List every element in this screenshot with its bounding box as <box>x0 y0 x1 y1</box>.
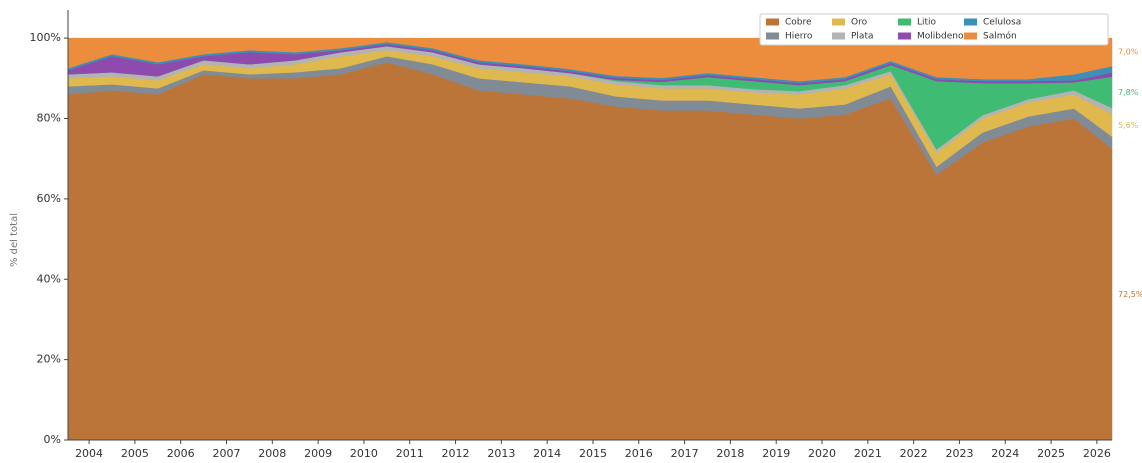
legend-label: Molibdeno <box>917 32 964 42</box>
x-tick-label: 2005 <box>121 447 149 459</box>
area <box>67 37 1113 82</box>
x-tick-label: 2015 <box>579 447 607 459</box>
legend-swatch <box>832 18 845 26</box>
y-tick-label: 0% <box>44 433 61 446</box>
x-tick-label: 2007 <box>213 447 241 459</box>
x-tick-label: 2016 <box>625 447 653 459</box>
x-tick-label: 2011 <box>396 447 424 459</box>
x-tick-label: 2018 <box>716 447 744 459</box>
legend-label: Oro <box>851 18 868 28</box>
x-tick-label: 2021 <box>854 447 882 459</box>
y-tick-label: 60% <box>37 192 61 205</box>
legend-label: Hierro <box>785 32 813 42</box>
legend-label: Salmón <box>983 31 1017 42</box>
y-axis-label: % del total <box>9 213 20 267</box>
x-tick-label: 2017 <box>671 447 699 459</box>
x-tick-label: 2010 <box>350 447 378 459</box>
y-tick-label: 40% <box>37 272 61 285</box>
x-tick-label: 2014 <box>533 447 561 459</box>
x-tick-label: 2025 <box>1037 447 1065 459</box>
legend-label: Cobre <box>785 18 812 28</box>
legend-swatch <box>898 32 911 40</box>
x-tick-label: 2006 <box>167 447 195 459</box>
x-tick-label: 2019 <box>762 447 790 459</box>
x-tick-label: 2008 <box>258 447 286 459</box>
x-tick-label: 2013 <box>487 447 515 459</box>
legend-swatch <box>766 18 779 26</box>
x-tick-label: 2020 <box>808 447 836 459</box>
x-tick-label: 2024 <box>991 447 1019 459</box>
end-label: 5,6% <box>1118 121 1139 130</box>
end-label: 72,5% <box>1118 290 1142 299</box>
legend-label: Plata <box>851 32 874 42</box>
x-tick-label: 2022 <box>900 447 928 459</box>
legend-swatch <box>964 18 977 26</box>
end-label: 7,8% <box>1118 88 1139 97</box>
legend-swatch <box>832 32 845 40</box>
legend-swatch <box>898 18 911 26</box>
y-tick-label: 20% <box>37 353 61 366</box>
legend-swatch <box>964 32 977 40</box>
end-label: 7,0% <box>1118 48 1139 57</box>
y-tick-label: 100% <box>30 31 61 44</box>
x-tick-label: 2004 <box>75 447 103 459</box>
y-tick-label: 80% <box>37 112 61 125</box>
x-tick-label: 2009 <box>304 447 332 459</box>
x-tick-label: 2023 <box>945 447 973 459</box>
legend-swatch <box>766 32 779 40</box>
x-tick-label: 2026 <box>1083 447 1111 459</box>
legend-label: Celulosa <box>983 18 1021 28</box>
legend-box <box>759 13 1109 46</box>
legend-label: Litio <box>917 18 937 28</box>
legend: Cobre Hierro Oro Plata Litio Molibdeno Celulos… <box>759 13 1109 46</box>
x-tick-label: 2012 <box>442 447 470 459</box>
